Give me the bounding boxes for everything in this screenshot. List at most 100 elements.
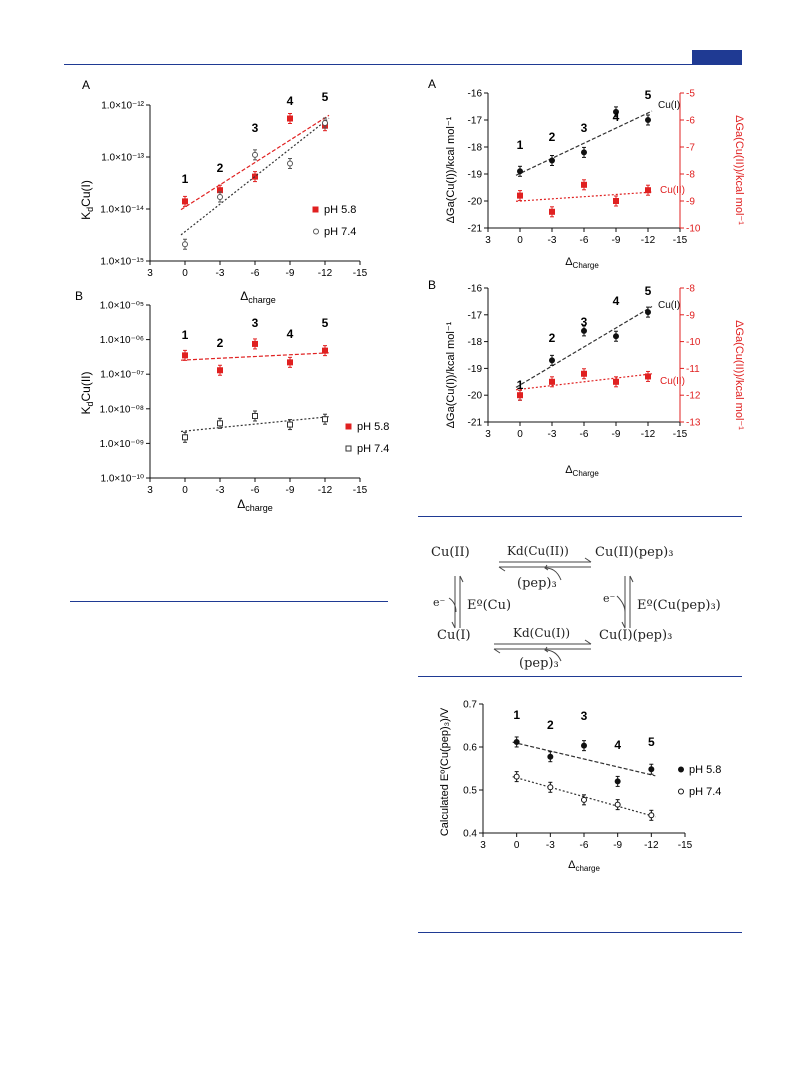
x-axis-label: ΔCharge (565, 256, 599, 270)
y-tick-label: -18 (468, 337, 483, 348)
legend-label: pH 5.8 (324, 204, 356, 216)
kd-cu1-label: Kd(Cu(I)) (513, 626, 571, 640)
y-axis-label: KdCu(I) (79, 180, 95, 220)
x-tick-label: -12 (318, 485, 333, 496)
y-tick-label-right: -11 (686, 364, 700, 375)
electron-left: e⁻ (433, 596, 446, 609)
cu1pep-species: Cu(I)(pep)₃ (599, 628, 673, 643)
fit-line (180, 117, 330, 236)
scheme-arrows (448, 557, 634, 662)
peptide-number: 3 (581, 315, 588, 329)
x-tick-label: -12 (641, 235, 656, 246)
legend-label: pH 7.4 (357, 443, 389, 455)
data-point (287, 115, 293, 122)
y-tick-label: 1.0×10⁻⁰⁵ (100, 301, 144, 312)
x-tick-label: -9 (286, 268, 295, 279)
y-tick-label: 0.5 (463, 786, 477, 797)
data-point (517, 392, 523, 399)
x-tick-label: 0 (514, 840, 520, 851)
y-tick-label-right: -9 (686, 197, 695, 208)
peptide-number: 2 (217, 161, 224, 175)
y-tick-label: 1.0×10⁻⁰⁷ (100, 370, 144, 381)
peptide-number: 5 (322, 90, 329, 104)
data-point (581, 181, 587, 188)
data-point (182, 241, 188, 248)
data-point (517, 168, 523, 175)
panel-label: A (428, 77, 436, 91)
dga-chart-a: A ΔGa(Cu(I))/kcal mol⁻¹ ΔGa(Cu(II))/kcal… (428, 77, 745, 270)
fit-line (512, 776, 656, 818)
data-point (581, 327, 587, 334)
x-axis-label: ΔCharge (565, 464, 599, 478)
x-tick-label: -9 (613, 840, 622, 851)
cu1-species: Cu(I) (437, 628, 471, 643)
peptide-number: 1 (517, 138, 524, 152)
data-point (549, 357, 555, 364)
y-tick-label: -21 (468, 224, 483, 235)
data-point (182, 352, 188, 359)
x-tick-label: -15 (673, 235, 688, 246)
eo-cupep-label: Eº(Cu(pep)₃) (637, 598, 721, 613)
x-tick-label: -15 (353, 485, 368, 496)
peptide-number: 3 (252, 316, 259, 330)
legend-marker (678, 766, 684, 773)
y-tick-label: 1.0×10⁻⁰⁸ (100, 404, 144, 415)
y-tick-label: 1.0×10⁻¹⁵ (100, 257, 144, 268)
fit-line (180, 416, 330, 433)
x-tick-label: -3 (216, 485, 225, 496)
x-tick-label: 3 (147, 268, 153, 279)
legend-marker (345, 423, 352, 430)
y-axis-label: Calculated Eº(Cu(pep)₃)/V (439, 707, 451, 836)
peptide-number: 4 (287, 327, 294, 341)
data-point (287, 359, 293, 366)
y-axis-label: KdCu(II) (79, 371, 95, 414)
fit-line (515, 306, 653, 388)
panel-label: B (75, 289, 83, 303)
peptide-number: 2 (549, 331, 556, 345)
legend-label: pH 5.8 (357, 421, 389, 433)
x-tick-label: 0 (517, 429, 523, 440)
peptide-number: 2 (217, 336, 224, 350)
y-tick-label: 1.0×10⁻¹⁰ (101, 474, 144, 485)
data-point (217, 420, 223, 427)
data-point (252, 412, 258, 419)
x-tick-label: -9 (612, 429, 621, 440)
pep-top: (pep)₃ (517, 576, 557, 591)
peptide-number: 5 (645, 284, 652, 298)
right-divider-1 (418, 516, 742, 517)
fit-line (515, 191, 653, 202)
right-divider-2 (418, 676, 742, 677)
data-point (645, 373, 651, 380)
x-tick-label: -12 (644, 840, 659, 851)
data-point (581, 796, 587, 803)
y-tick-label-right: -6 (686, 116, 695, 127)
y-tick-label-right: -10 (686, 337, 701, 348)
panel-label: B (428, 278, 436, 292)
legend-marker (312, 206, 319, 213)
x-tick-label: -3 (548, 235, 557, 246)
x-tick-label: -9 (612, 235, 621, 246)
y-tick-label: 0.7 (463, 700, 477, 711)
y-tick-label: -20 (468, 391, 483, 402)
data-point (549, 378, 555, 385)
data-point (322, 120, 328, 127)
series-label: Cu(I) (658, 100, 680, 111)
x-tick-label: -6 (580, 235, 589, 246)
data-point (613, 198, 619, 204)
y-tick-label-right: -13 (686, 418, 701, 429)
y-tick-label: -21 (468, 418, 483, 429)
peptide-number: 3 (581, 709, 588, 723)
peptide-number: 5 (322, 316, 329, 330)
kd-cu2-chart: B KdCu(II) Δcharge 3 0 -3 -6 -9 -12 -15 1.0×10⁻… (75, 289, 389, 513)
x-tick-label: -15 (673, 429, 688, 440)
peptide-number: 2 (547, 718, 554, 732)
series-label: Cu(II) (660, 376, 685, 387)
y-axis-label-right: ΔGa(Cu(II))/kcal mol⁻¹ (733, 320, 745, 430)
data-point (252, 340, 258, 347)
y-tick-label-right: -8 (686, 170, 695, 181)
x-tick-label: 0 (182, 268, 188, 279)
y-tick-label: -17 (468, 310, 483, 321)
cu2-species: Cu(II) (431, 545, 470, 560)
y-tick-label: 1.0×10⁻⁰⁶ (100, 335, 144, 346)
data-point (217, 367, 223, 374)
